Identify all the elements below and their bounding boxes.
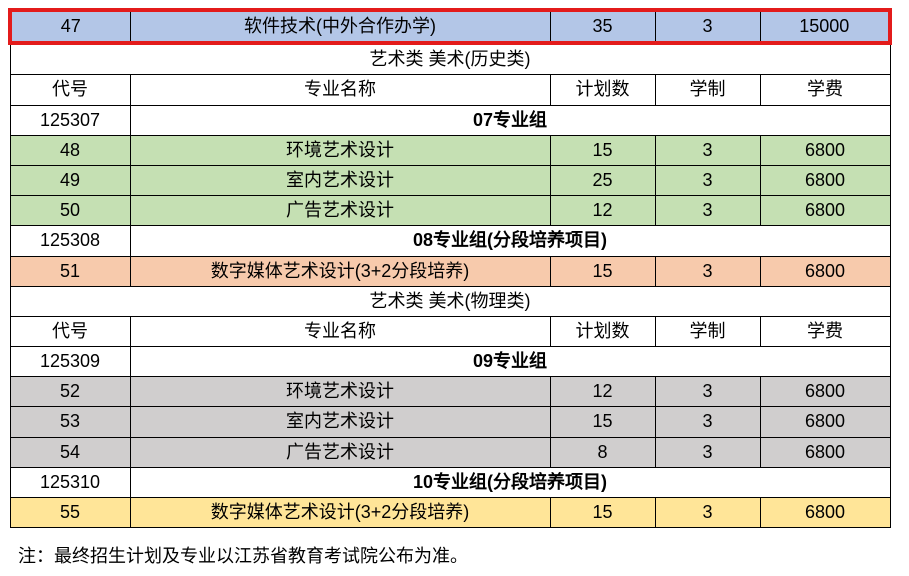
cell-code: 52	[10, 377, 130, 407]
cell-major: 软件技术(中外合作办学)	[130, 10, 550, 43]
footer-note: 注：最终招生计划及专业以江苏省教育考试院公布为准。	[8, 542, 901, 568]
cell-tuition: 6800	[760, 135, 890, 165]
cell-plan: 35	[550, 10, 655, 43]
section-title-row: 艺术类 美术(物理类)	[10, 286, 890, 316]
header-tuition: 学费	[760, 316, 890, 346]
header-major: 专业名称	[130, 316, 550, 346]
table-row: 51 数字媒体艺术设计(3+2分段培养) 15 3 6800	[10, 256, 890, 286]
group-row: 125308 08专业组(分段培养项目)	[10, 226, 890, 256]
cell-tuition: 6800	[760, 196, 890, 226]
cell-plan: 12	[550, 377, 655, 407]
group-row: 125309 09专业组	[10, 347, 890, 377]
table-row: 55 数字媒体艺术设计(3+2分段培养) 15 3 6800	[10, 498, 890, 528]
section2-title: 艺术类 美术(物理类)	[10, 286, 890, 316]
cell-major: 广告艺术设计	[130, 437, 550, 467]
cell-plan: 25	[550, 165, 655, 195]
header-code: 代号	[10, 316, 130, 346]
cell-code: 54	[10, 437, 130, 467]
cell-tuition: 6800	[760, 498, 890, 528]
cell-major: 室内艺术设计	[130, 407, 550, 437]
cell-duration: 3	[655, 135, 760, 165]
header-row: 代号 专业名称 计划数 学制 学费	[10, 316, 890, 346]
cell-major: 数字媒体艺术设计(3+2分段培养)	[130, 256, 550, 286]
cell-duration: 3	[655, 377, 760, 407]
header-duration: 学制	[655, 316, 760, 346]
cell-duration: 3	[655, 165, 760, 195]
cell-tuition: 6800	[760, 407, 890, 437]
group08-code: 125308	[10, 226, 130, 256]
admissions-table: 47 软件技术(中外合作办学) 35 3 15000 艺术类 美术(历史类) 代…	[8, 8, 892, 528]
cell-code: 49	[10, 165, 130, 195]
cell-code: 47	[10, 10, 130, 43]
highlighted-row: 47 软件技术(中外合作办学) 35 3 15000	[10, 10, 890, 43]
group10-code: 125310	[10, 467, 130, 497]
cell-plan: 15	[550, 498, 655, 528]
cell-plan: 12	[550, 196, 655, 226]
cell-major: 室内艺术设计	[130, 165, 550, 195]
cell-duration: 3	[655, 256, 760, 286]
cell-major: 环境艺术设计	[130, 377, 550, 407]
cell-tuition: 6800	[760, 256, 890, 286]
cell-plan: 15	[550, 135, 655, 165]
header-code: 代号	[10, 75, 130, 105]
group-row: 125307 07专业组	[10, 105, 890, 135]
cell-duration: 3	[655, 498, 760, 528]
cell-duration: 3	[655, 10, 760, 43]
cell-major: 广告艺术设计	[130, 196, 550, 226]
cell-plan: 8	[550, 437, 655, 467]
group09-label: 09专业组	[130, 347, 890, 377]
group-row: 125310 10专业组(分段培养项目)	[10, 467, 890, 497]
table-row: 53 室内艺术设计 15 3 6800	[10, 407, 890, 437]
group09-code: 125309	[10, 347, 130, 377]
cell-plan: 15	[550, 256, 655, 286]
group07-code: 125307	[10, 105, 130, 135]
cell-code: 51	[10, 256, 130, 286]
header-major: 专业名称	[130, 75, 550, 105]
section1-title: 艺术类 美术(历史类)	[10, 43, 890, 75]
cell-code: 48	[10, 135, 130, 165]
table-row: 54 广告艺术设计 8 3 6800	[10, 437, 890, 467]
table-row: 49 室内艺术设计 25 3 6800	[10, 165, 890, 195]
cell-duration: 3	[655, 437, 760, 467]
header-plan: 计划数	[550, 75, 655, 105]
header-duration: 学制	[655, 75, 760, 105]
header-tuition: 学费	[760, 75, 890, 105]
cell-tuition: 6800	[760, 165, 890, 195]
group08-label: 08专业组(分段培养项目)	[130, 226, 890, 256]
header-plan: 计划数	[550, 316, 655, 346]
group07-label: 07专业组	[130, 105, 890, 135]
cell-plan: 15	[550, 407, 655, 437]
cell-major: 数字媒体艺术设计(3+2分段培养)	[130, 498, 550, 528]
table-row: 48 环境艺术设计 15 3 6800	[10, 135, 890, 165]
cell-code: 53	[10, 407, 130, 437]
section-title-row: 艺术类 美术(历史类)	[10, 43, 890, 75]
table-row: 52 环境艺术设计 12 3 6800	[10, 377, 890, 407]
cell-duration: 3	[655, 196, 760, 226]
cell-tuition: 15000	[760, 10, 890, 43]
cell-code: 50	[10, 196, 130, 226]
table-row: 50 广告艺术设计 12 3 6800	[10, 196, 890, 226]
cell-code: 55	[10, 498, 130, 528]
header-row: 代号 专业名称 计划数 学制 学费	[10, 75, 890, 105]
cell-tuition: 6800	[760, 437, 890, 467]
group10-label: 10专业组(分段培养项目)	[130, 467, 890, 497]
cell-major: 环境艺术设计	[130, 135, 550, 165]
cell-tuition: 6800	[760, 377, 890, 407]
cell-duration: 3	[655, 407, 760, 437]
